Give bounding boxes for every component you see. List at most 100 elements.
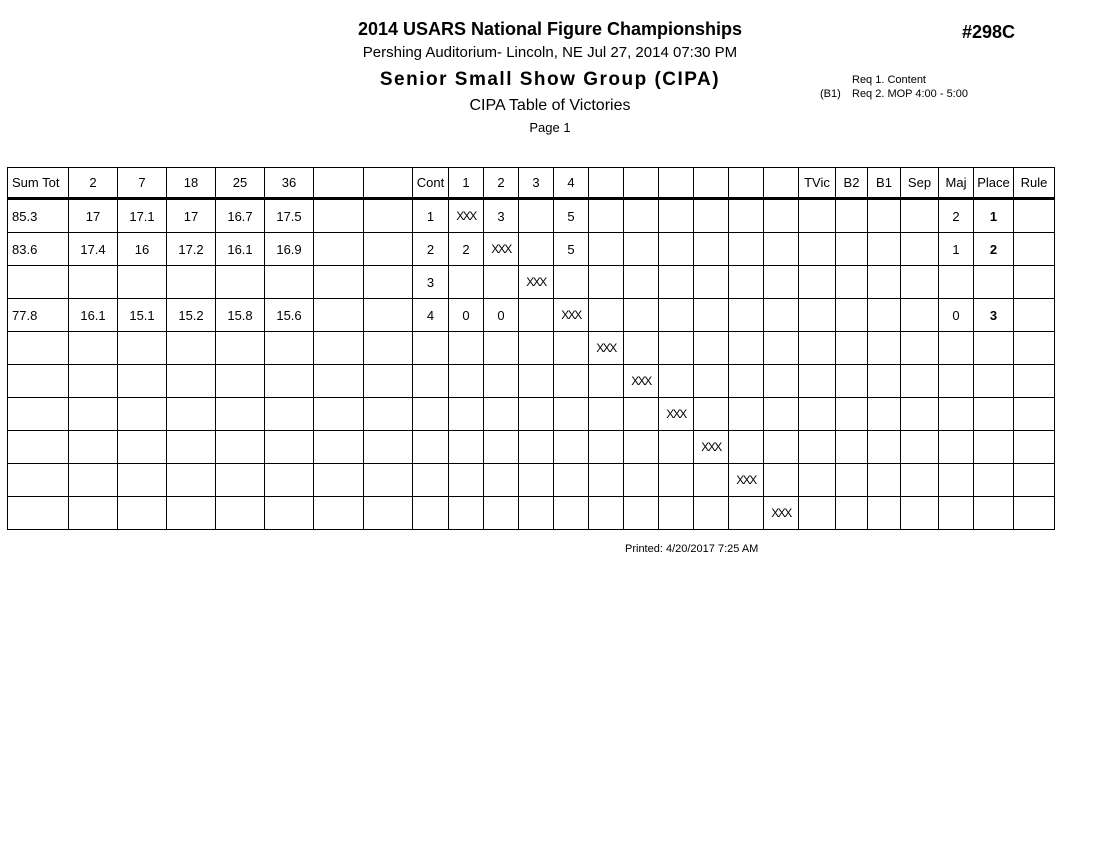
table-cell xyxy=(363,430,413,464)
table-cell xyxy=(215,265,265,299)
table-cell xyxy=(483,364,519,398)
table-cell xyxy=(588,430,624,464)
table-cell: 83.6 xyxy=(7,232,69,266)
table-cell xyxy=(1013,430,1055,464)
table-cell xyxy=(363,198,413,233)
table-cell xyxy=(215,430,265,464)
table-cell xyxy=(588,364,624,398)
table-cell: 15.2 xyxy=(166,298,216,332)
table-cell: 3 xyxy=(412,265,449,299)
table-cell xyxy=(518,430,554,464)
table-cell xyxy=(1013,364,1055,398)
table-cell xyxy=(518,198,554,233)
table-cell xyxy=(412,463,449,497)
table-cell xyxy=(7,463,69,497)
table-cell xyxy=(264,496,314,530)
table-cell xyxy=(835,298,868,332)
table-cell xyxy=(658,331,694,365)
table-cell xyxy=(313,397,364,431)
column-header: 4 xyxy=(553,167,589,200)
table-cell xyxy=(588,397,624,431)
column-header: Place xyxy=(973,167,1014,200)
table-cell xyxy=(166,397,216,431)
table-cell xyxy=(7,331,69,365)
table-cell xyxy=(728,198,764,233)
table-cell xyxy=(763,331,799,365)
table-cell xyxy=(798,232,836,266)
table-cell xyxy=(623,331,659,365)
table-cell xyxy=(1013,232,1055,266)
table-cell xyxy=(117,496,167,530)
table-cell xyxy=(763,397,799,431)
table-cell xyxy=(798,265,836,299)
table-cell xyxy=(363,331,413,365)
table-cell xyxy=(363,397,413,431)
table-cell xyxy=(867,265,901,299)
table-cell: 17.1 xyxy=(117,198,167,233)
table-cell xyxy=(728,298,764,332)
table-cell xyxy=(7,430,69,464)
table-cell xyxy=(363,298,413,332)
table-cell xyxy=(867,364,901,398)
req-2-text: Req 2. MOP 4:00 - 5:00 xyxy=(852,88,968,100)
table-cell xyxy=(166,463,216,497)
table-cell: 17.5 xyxy=(264,198,314,233)
column-header xyxy=(763,167,799,200)
table-cell xyxy=(117,463,167,497)
table-cell xyxy=(264,397,314,431)
column-header: 2 xyxy=(483,167,519,200)
table-cell: 17.4 xyxy=(68,232,118,266)
table-cell xyxy=(900,198,939,233)
table-cell xyxy=(553,430,589,464)
table-cell xyxy=(1013,198,1055,233)
table-cell xyxy=(867,463,901,497)
table-cell xyxy=(693,397,729,431)
table-cell xyxy=(867,298,901,332)
table-cell xyxy=(798,198,836,233)
table-cell xyxy=(693,496,729,530)
table-cell: 2 xyxy=(973,232,1014,266)
table-cell xyxy=(313,331,364,365)
table-cell: 1 xyxy=(973,198,1014,233)
table-cell: 15.6 xyxy=(264,298,314,332)
table-cell xyxy=(313,496,364,530)
table-cell xyxy=(313,265,364,299)
table-row: XXX xyxy=(7,397,1055,431)
table-cell xyxy=(68,397,118,431)
table-cell: 17 xyxy=(166,198,216,233)
table-cell xyxy=(1013,397,1055,431)
table-cell xyxy=(117,430,167,464)
table-row: XXX xyxy=(7,430,1055,464)
table-cell: 5 xyxy=(553,198,589,233)
table-cell xyxy=(7,397,69,431)
table-cell xyxy=(166,265,216,299)
table-cell xyxy=(835,232,868,266)
table-cell: 15.1 xyxy=(117,298,167,332)
table-cell: 16.1 xyxy=(215,232,265,266)
table-cell xyxy=(763,364,799,398)
table-cell xyxy=(68,496,118,530)
table-cell xyxy=(215,463,265,497)
table-cell xyxy=(693,232,729,266)
column-header: 7 xyxy=(117,167,167,200)
table-cell xyxy=(518,463,554,497)
table-cell xyxy=(835,265,868,299)
column-header: B2 xyxy=(835,167,868,200)
table-cell xyxy=(728,265,764,299)
table-cell xyxy=(623,430,659,464)
table-cell xyxy=(938,265,974,299)
table-cell xyxy=(448,364,484,398)
table-cell xyxy=(798,364,836,398)
table-cell: 2 xyxy=(938,198,974,233)
table-row: XXX xyxy=(7,496,1055,530)
table-cell xyxy=(900,430,939,464)
table-cell xyxy=(658,430,694,464)
table-cell xyxy=(448,496,484,530)
table-cell: 2 xyxy=(412,232,449,266)
table-cell xyxy=(588,265,624,299)
column-header: Rule xyxy=(1013,167,1055,200)
table-cell xyxy=(588,496,624,530)
table-cell: 16.1 xyxy=(68,298,118,332)
xxx-marker-cell: XXX xyxy=(483,232,519,266)
table-cell xyxy=(483,397,519,431)
